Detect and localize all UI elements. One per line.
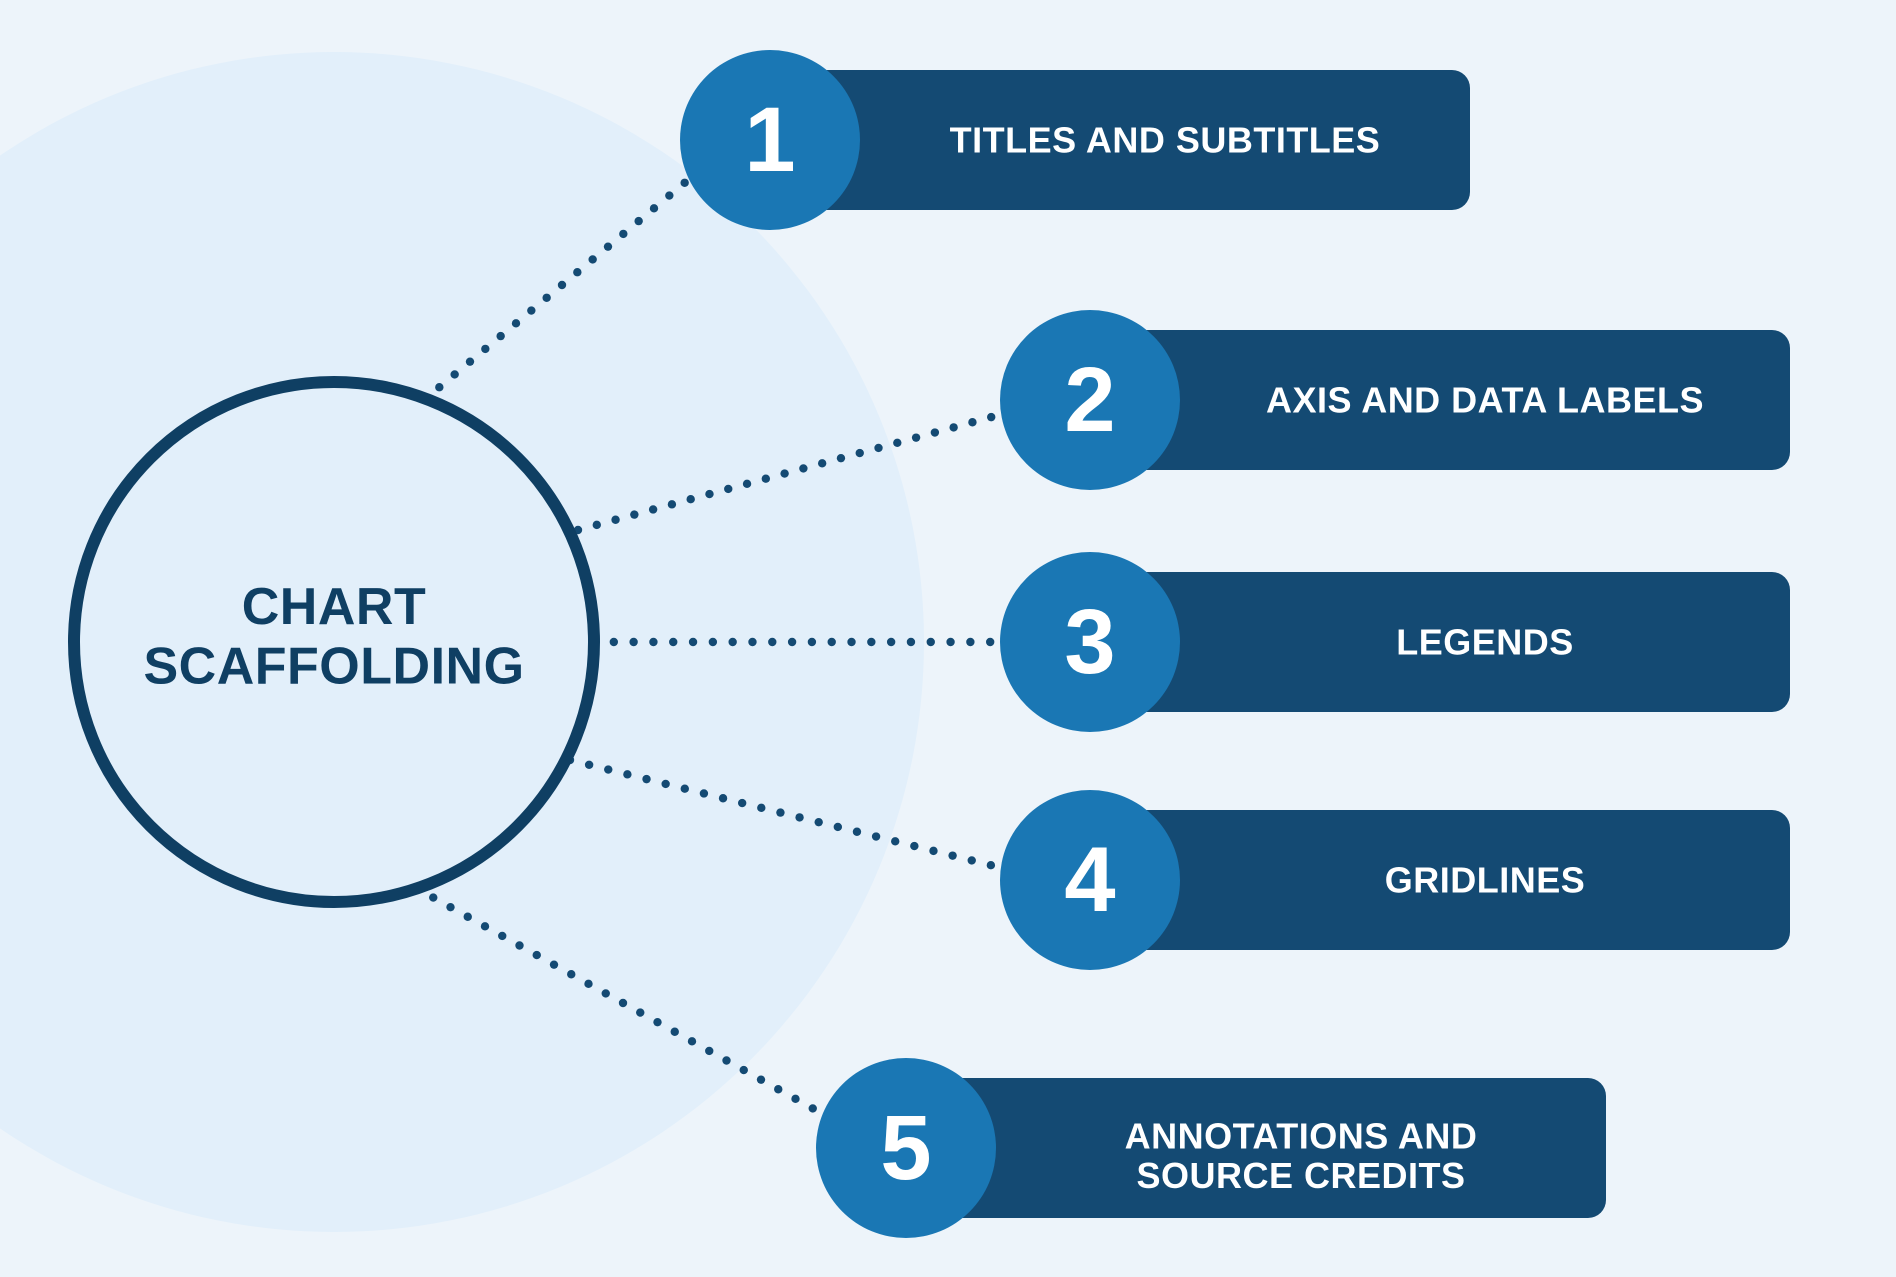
item-label: LEGENDS [1396, 622, 1574, 663]
item-label: AXIS AND DATA LABELS [1266, 380, 1704, 421]
item-label: TITLES AND SUBTITLES [950, 120, 1381, 161]
item-label-line2: SOURCE CREDITS [1136, 1155, 1465, 1196]
list-item: ANNOTATIONS ANDSOURCE CREDITS 5 [816, 1058, 1606, 1238]
hub-title-line1: CHART [242, 578, 426, 636]
list-item: TITLES AND SUBTITLES 1 [680, 50, 1470, 230]
number-label: 4 [1064, 829, 1115, 931]
list-item: GRIDLINES 4 [1000, 790, 1790, 970]
number-label: 5 [880, 1097, 931, 1199]
number-label: 2 [1064, 349, 1115, 451]
number-label: 1 [744, 89, 795, 191]
hub-title-line2: SCAFFOLDING [143, 638, 524, 696]
number-label: 3 [1064, 591, 1115, 693]
list-item: AXIS AND DATA LABELS 2 [1000, 310, 1790, 490]
infographic-stage: CHARTSCAFFOLDING TITLES AND SUBTITLES 1 AXI… [0, 0, 1896, 1277]
list-item: LEGENDS 3 [1000, 552, 1790, 732]
item-label: GRIDLINES [1385, 860, 1586, 901]
item-label-line1: ANNOTATIONS AND [1125, 1116, 1478, 1157]
